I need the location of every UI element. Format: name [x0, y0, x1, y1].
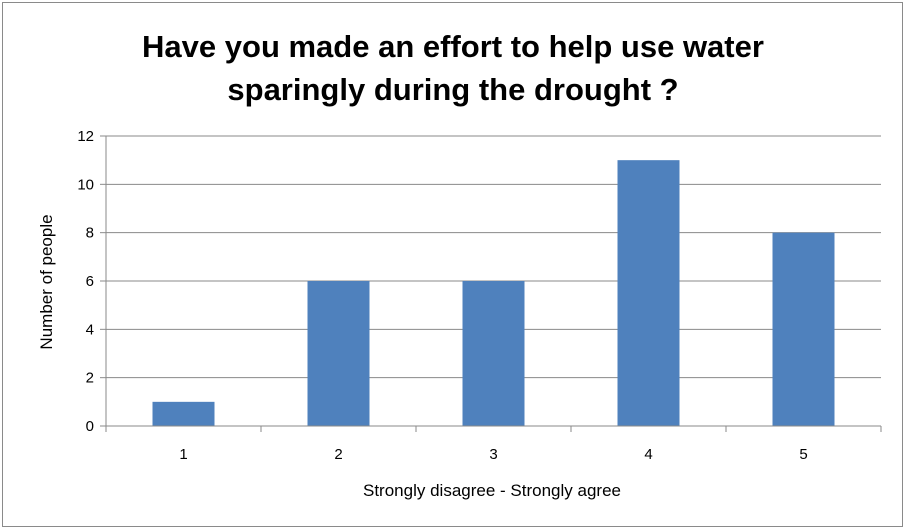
- bar: [617, 160, 680, 426]
- y-tick-labels: 0 2 4 6 8 10 12: [77, 128, 94, 435]
- gridlines: [106, 135, 881, 379]
- y-tick-label: 8: [86, 225, 94, 242]
- x-tick-label: 1: [179, 446, 187, 463]
- y-tick-label: 2: [86, 370, 94, 387]
- y-tick-label: 6: [86, 273, 94, 290]
- x-tick-label: 3: [489, 446, 497, 463]
- bar: [152, 401, 215, 426]
- bars: [152, 160, 835, 426]
- y-tick-label: 12: [77, 128, 94, 145]
- bar: [462, 281, 525, 426]
- bar: [772, 232, 835, 426]
- y-tick-label: 4: [86, 321, 94, 338]
- y-tick-label: 10: [77, 176, 94, 193]
- x-tick-labels: 1 2 3 4 5: [179, 446, 807, 463]
- axes: [100, 135, 882, 432]
- x-axis-label: Strongly disagree - Strongly agree: [363, 481, 621, 500]
- bar: [307, 281, 370, 426]
- x-tick-label: 4: [644, 446, 652, 463]
- x-tick-label: 2: [334, 446, 342, 463]
- y-tick-label: 0: [86, 418, 94, 435]
- chart-title-line-1: Have you made an effort to help use wate…: [142, 29, 764, 64]
- chart-title-line-2: sparingly during the drought ?: [227, 72, 678, 107]
- y-axis-label: Number of people: [37, 214, 56, 349]
- x-tick-label: 5: [799, 446, 807, 463]
